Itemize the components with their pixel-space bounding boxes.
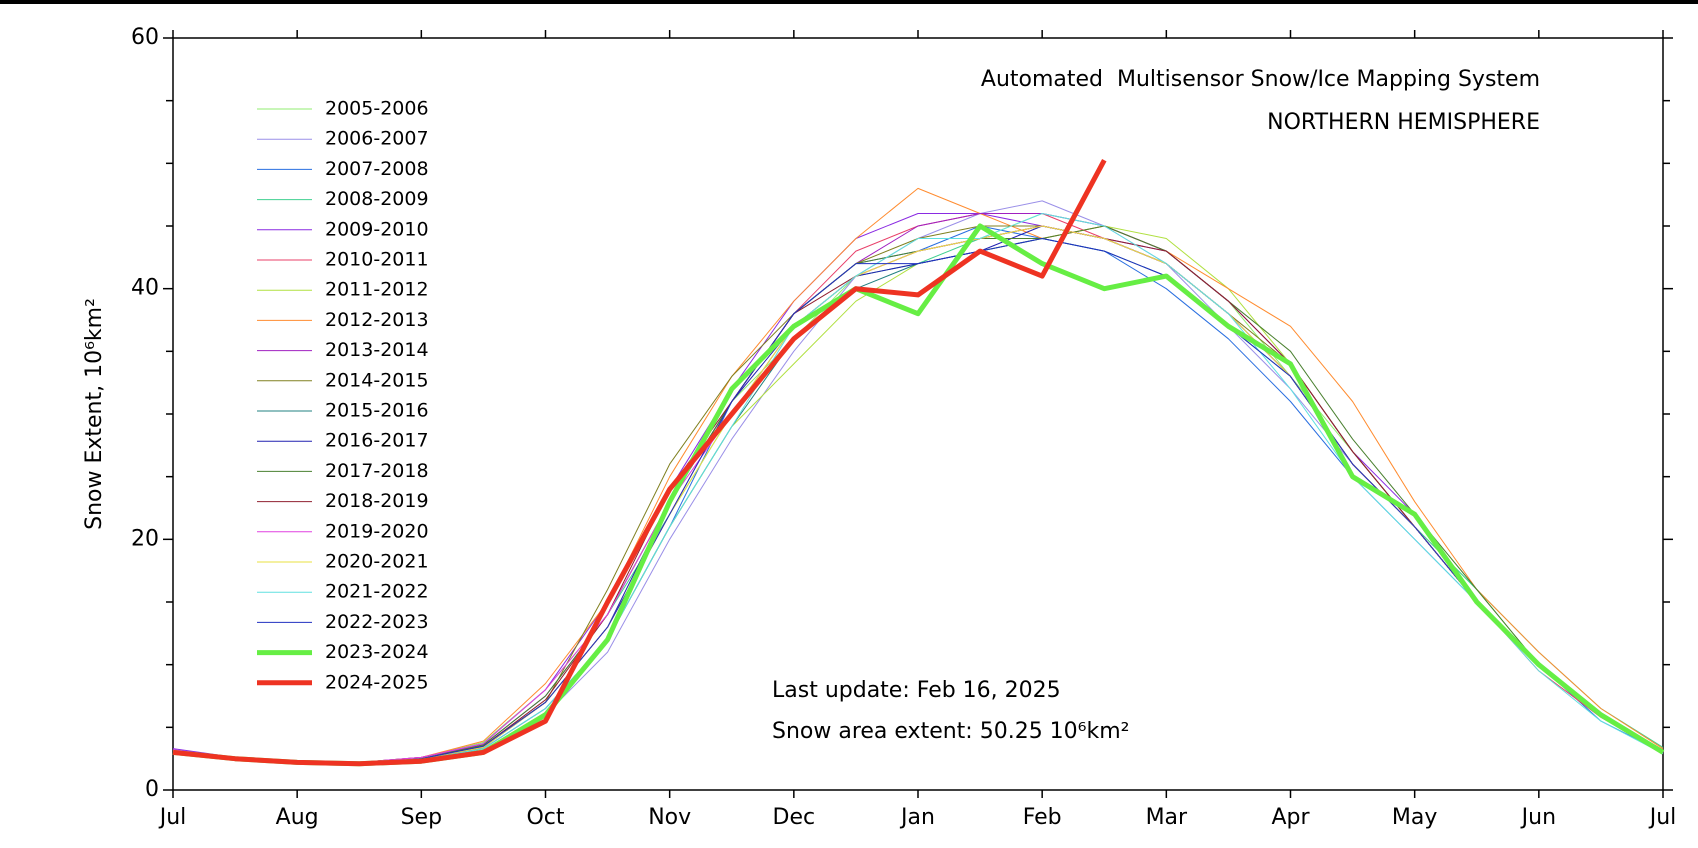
- legend-label: 2006-2007: [325, 128, 429, 150]
- y-axis-label: Snow Extent, 10⁶km²: [82, 298, 107, 530]
- legend-label: 2010-2011: [325, 249, 429, 271]
- annotation: NORTHERN HEMISPHERE: [1267, 110, 1540, 135]
- annotation: Last update: Feb 16, 2025: [772, 678, 1061, 703]
- legend-label: 2016-2017: [325, 430, 429, 452]
- x-tick-label: Jul: [1648, 805, 1677, 830]
- top-bar: [0, 0, 1698, 4]
- legend-label: 2017-2018: [325, 460, 429, 482]
- legend-label: 2020-2021: [325, 551, 429, 573]
- x-tick-label: Sep: [401, 805, 442, 830]
- legend-label: 2024-2025: [325, 671, 429, 693]
- x-tick-label: Jun: [1520, 805, 1556, 830]
- x-tick-label: Jul: [158, 805, 187, 830]
- x-tick-label: Nov: [648, 805, 691, 830]
- x-tick-label: Aug: [276, 805, 319, 830]
- x-tick-label: Mar: [1146, 805, 1188, 830]
- legend-label: 2011-2012: [325, 279, 429, 301]
- x-tick-label: Dec: [773, 805, 816, 830]
- x-tick-label: Oct: [526, 805, 564, 830]
- legend-label: 2007-2008: [325, 158, 429, 180]
- series-line: [172, 159, 1107, 767]
- legend-label: 2023-2024: [325, 641, 429, 663]
- x-tick-label: Jan: [899, 805, 935, 830]
- legend-label: 2013-2014: [325, 339, 429, 361]
- annotation: Snow area extent: 50.25 10⁶km²: [772, 719, 1130, 744]
- x-tick-label: Feb: [1023, 805, 1062, 830]
- y-tick-label: 60: [131, 25, 159, 50]
- x-tick-label: Apr: [1271, 805, 1310, 830]
- legend-label: 2014-2015: [325, 369, 429, 391]
- legend-label: 2015-2016: [325, 400, 429, 422]
- y-tick-label: 0: [145, 777, 159, 802]
- annotation: Automated Multisensor Snow/Ice Mapping S…: [981, 67, 1540, 92]
- legend-label: 2018-2019: [325, 490, 429, 512]
- legend-label: 2021-2022: [325, 581, 429, 603]
- legend-label: 2012-2013: [325, 309, 429, 331]
- y-tick-label: 40: [131, 276, 159, 301]
- legend-label: 2019-2020: [325, 520, 429, 542]
- x-tick-label: May: [1392, 805, 1437, 830]
- y-tick-label: 20: [131, 526, 159, 551]
- legend-label: 2005-2006: [325, 98, 429, 120]
- legend-label: 2008-2009: [325, 188, 429, 210]
- legend-label: 2022-2023: [325, 611, 429, 633]
- legend-label: 2009-2010: [325, 218, 429, 240]
